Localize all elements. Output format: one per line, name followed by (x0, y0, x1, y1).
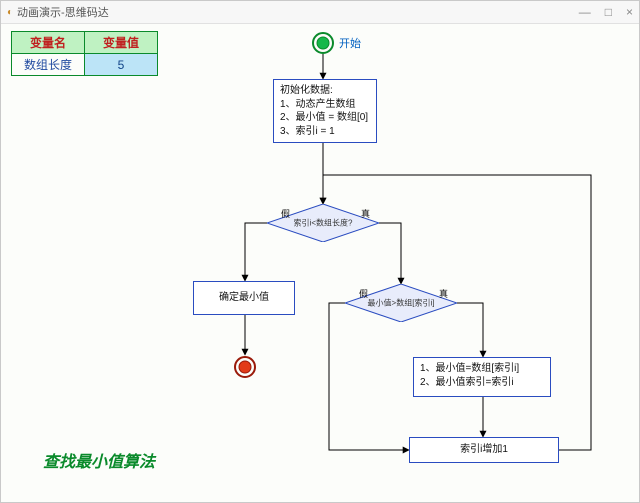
decision2-true-label: 真 (439, 287, 448, 300)
decision1-true-label: 真 (361, 207, 370, 220)
confirm-min-box: 确定最小值 (193, 281, 295, 315)
decision1-false-label: 假 (281, 207, 290, 220)
app-window: ◐ 动画演示-思维码达 — □ × 变量名 变量值 数组长度 5 查找最小值算法 (0, 0, 640, 503)
init-box: 初始化数据:1、动态产生数组2、最小值 = 数组[0]3、索引i = 1 (273, 79, 377, 143)
decision2-false-label: 假 (359, 287, 368, 300)
increment-box: 索引i增加1 (409, 437, 559, 463)
close-button[interactable]: × (626, 5, 633, 19)
update-min-box: 1、最小值=数组[索引i]2、最小值索引=索引i (413, 357, 551, 397)
titlebar: ◐ 动画演示-思维码达 — □ × (1, 1, 639, 24)
maximize-button[interactable]: □ (605, 5, 612, 19)
titlebar-left: ◐ 动画演示-思维码达 (7, 4, 109, 20)
window-controls: — □ × (579, 5, 633, 19)
window-title: 动画演示-思维码达 (17, 4, 109, 20)
start-label: 开始 (339, 35, 361, 51)
end-node (234, 356, 256, 378)
content-area: 变量名 变量值 数组长度 5 查找最小值算法 (1, 23, 639, 502)
app-icon: ◐ (7, 7, 13, 18)
start-node (312, 32, 334, 54)
minimize-button[interactable]: — (579, 5, 591, 19)
